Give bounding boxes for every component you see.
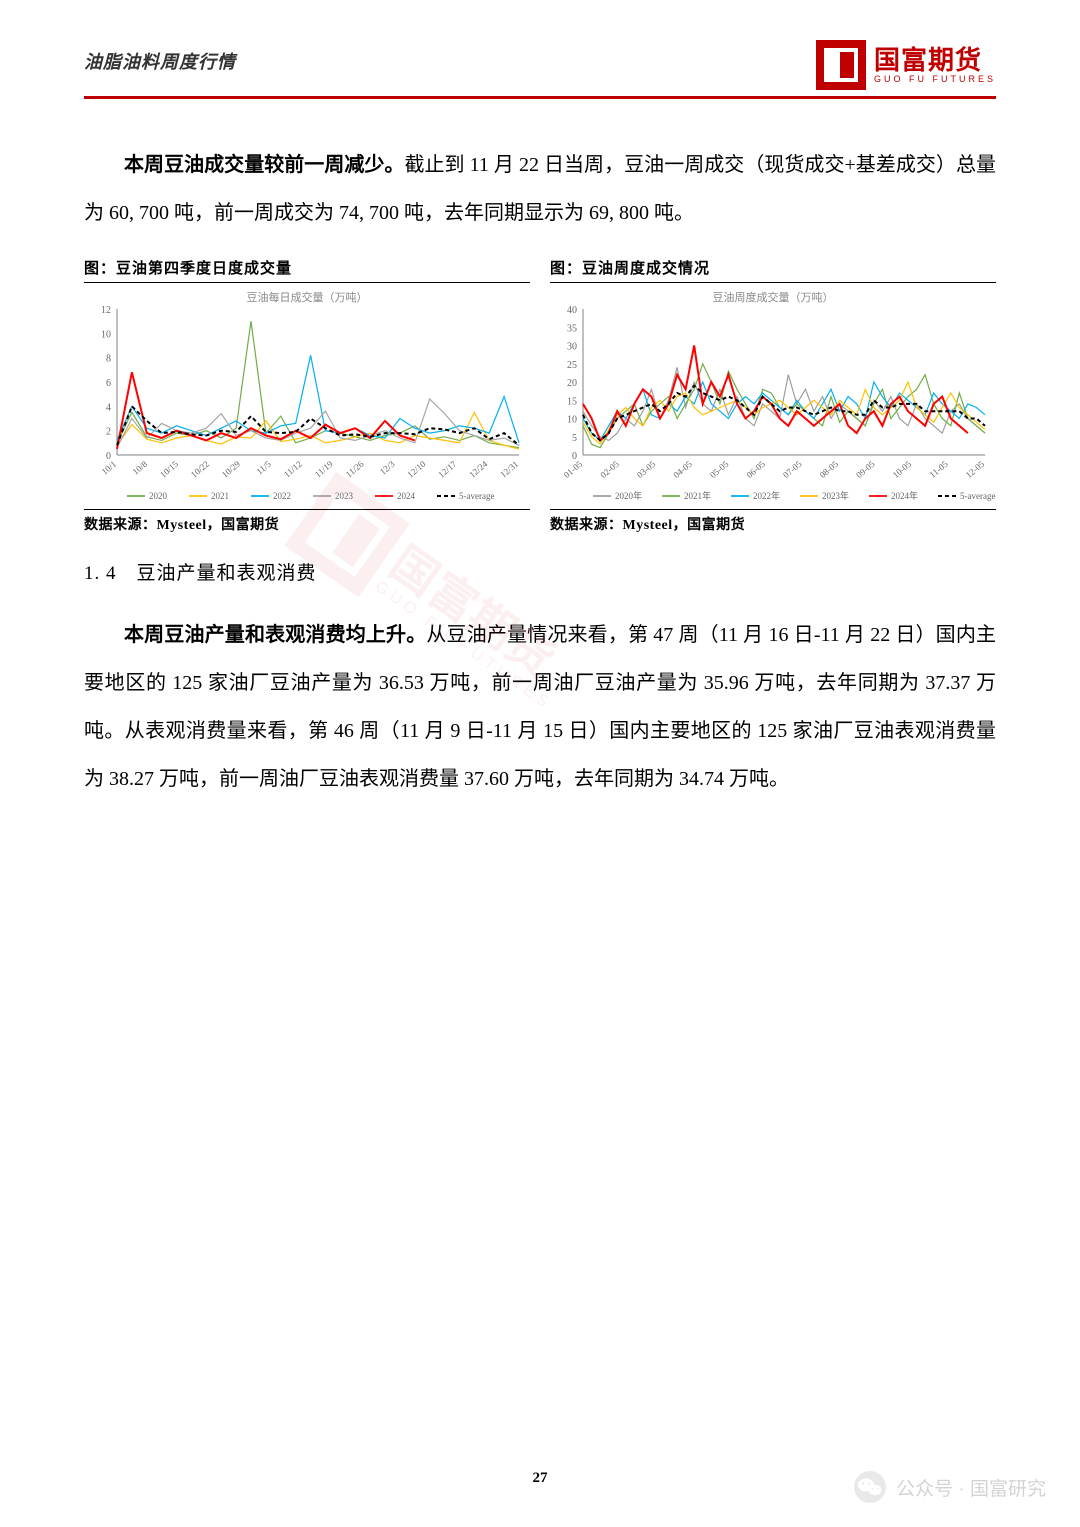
svg-text:06-05: 06-05 [744, 459, 767, 480]
svg-text:09-05: 09-05 [854, 459, 877, 480]
svg-text:12: 12 [101, 305, 111, 316]
svg-text:12/3: 12/3 [378, 459, 397, 477]
svg-text:10: 10 [567, 415, 577, 426]
paragraph-1: 本周豆油成交量较前一周减少。截止到 11 月 22 日当周，豆油一周成交（现货成… [84, 141, 996, 237]
svg-text:2023年: 2023年 [822, 490, 849, 501]
section-heading: 1. 4 豆油产量和表观消费 [84, 558, 996, 585]
chart-right-block: 图：豆油周度成交情况 豆油周度成交量（万吨）051015202530354001… [550, 257, 996, 534]
chart-right-source: 数据来源：Mysteel，国富期货 [550, 509, 996, 534]
svg-text:35: 35 [567, 323, 577, 334]
para2-bold: 本周豆油产量和表观消费均上升。 [124, 624, 426, 646]
svg-text:豆油周度成交量（万吨）: 豆油周度成交量（万吨） [713, 290, 834, 304]
svg-text:01-05: 01-05 [562, 459, 585, 480]
svg-text:11/19: 11/19 [313, 459, 335, 480]
charts-row: 图：豆油第四季度日度成交量 豆油每日成交量（万吨）02468101210/110… [84, 257, 996, 534]
svg-text:02-05: 02-05 [598, 459, 621, 480]
svg-text:07-05: 07-05 [781, 459, 804, 480]
svg-text:2021年: 2021年 [684, 490, 711, 501]
svg-text:12-05: 12-05 [964, 459, 987, 480]
svg-text:10/8: 10/8 [131, 459, 150, 477]
chart-left-caption: 图：豆油第四季度日度成交量 [84, 257, 530, 283]
svg-text:5: 5 [572, 433, 577, 444]
svg-text:2020年: 2020年 [615, 490, 642, 501]
svg-text:2022年: 2022年 [753, 490, 780, 501]
svg-text:豆油每日成交量（万吨）: 豆油每日成交量（万吨） [247, 290, 368, 304]
chart-right: 豆油周度成交量（万吨）051015202530354001-0502-0503-… [550, 287, 996, 507]
svg-text:11/12: 11/12 [282, 459, 304, 480]
svg-text:2023: 2023 [335, 491, 354, 501]
svg-text:11-05: 11-05 [927, 459, 950, 480]
svg-text:4: 4 [106, 402, 111, 413]
svg-text:2024: 2024 [397, 491, 416, 501]
svg-text:30: 30 [567, 342, 577, 353]
para1-bold: 本周豆油成交量较前一周减少。 [124, 154, 404, 176]
svg-text:2: 2 [106, 427, 111, 438]
chart-right-caption: 图：豆油周度成交情况 [550, 257, 996, 283]
svg-text:40: 40 [567, 305, 577, 316]
svg-text:5-average: 5-average [459, 491, 494, 501]
svg-text:10: 10 [101, 329, 111, 340]
para2-rest: 从豆油产量情况来看，第 47 周（11 月 16 日-11 月 22 日）国内主… [84, 624, 996, 790]
svg-text:2024年: 2024年 [891, 490, 918, 501]
logo-text: 国富期货 GUO FU FUTURES [874, 46, 996, 85]
svg-text:20: 20 [567, 378, 577, 389]
svg-text:15: 15 [567, 396, 577, 407]
svg-text:12/17: 12/17 [436, 459, 459, 480]
svg-text:12/31: 12/31 [498, 459, 520, 480]
chart-left: 豆油每日成交量（万吨）02468101210/110/810/1510/2210… [84, 287, 530, 507]
header-title: 油脂油料周度行情 [84, 48, 236, 74]
paragraph-2: 本周豆油产量和表观消费均上升。从豆油产量情况来看，第 47 周（11 月 16 … [84, 611, 996, 803]
logo-text-cn: 国富期货 [874, 46, 996, 75]
svg-text:10/22: 10/22 [189, 459, 211, 480]
svg-text:05-05: 05-05 [708, 459, 731, 480]
svg-text:2021: 2021 [211, 491, 229, 501]
wechat-attribution: 公众号 · 国富研究 [854, 1471, 1046, 1503]
svg-text:8: 8 [106, 354, 111, 365]
svg-text:03-05: 03-05 [635, 459, 658, 480]
svg-text:25: 25 [567, 360, 577, 371]
svg-text:11/26: 11/26 [344, 459, 366, 480]
svg-text:12/10: 12/10 [405, 459, 428, 480]
svg-text:10/15: 10/15 [158, 459, 181, 480]
page-container: 油脂油料周度行情 国富期货 GUO FU FUTURES 本周豆油成交量较前一周… [0, 0, 1080, 883]
wechat-text: 公众号 · 国富研究 [896, 1474, 1046, 1501]
svg-text:08-05: 08-05 [818, 459, 841, 480]
svg-text:2020: 2020 [149, 491, 168, 501]
svg-text:10/29: 10/29 [220, 459, 243, 480]
svg-text:6: 6 [106, 378, 111, 389]
logo-mark-icon [816, 40, 866, 90]
chart-left-source: 数据来源：Mysteel，国富期货 [84, 509, 530, 534]
svg-text:10-05: 10-05 [891, 459, 914, 480]
svg-text:5-average: 5-average [960, 491, 995, 501]
svg-text:10/1: 10/1 [100, 459, 119, 477]
page-header: 油脂油料周度行情 国富期货 GUO FU FUTURES [84, 48, 996, 99]
svg-text:04-05: 04-05 [671, 459, 694, 480]
svg-text:11/5: 11/5 [254, 459, 273, 477]
chart-left-block: 图：豆油第四季度日度成交量 豆油每日成交量（万吨）02468101210/110… [84, 257, 530, 534]
svg-text:12/24: 12/24 [467, 459, 490, 480]
logo-text-en: GUO FU FUTURES [874, 74, 996, 84]
svg-text:2022: 2022 [273, 491, 291, 501]
wechat-icon [854, 1471, 886, 1503]
brand-logo: 国富期货 GUO FU FUTURES [816, 40, 996, 90]
